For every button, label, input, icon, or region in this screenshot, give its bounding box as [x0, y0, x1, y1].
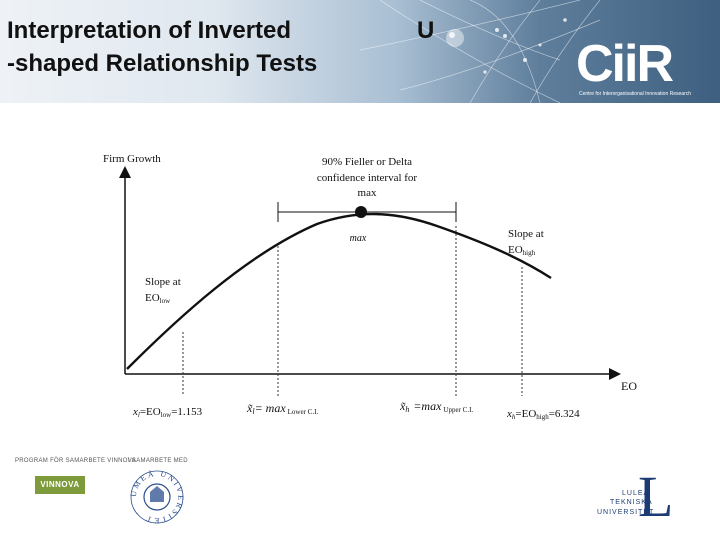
x-axis-label: EO — [621, 379, 637, 393]
inverted-u-curve — [126, 212, 552, 370]
program-label: PROGRAM FÖR SAMARBETE VINNOVA — [15, 458, 136, 464]
x-lower-ci-label: x̃l= max Lower C.I. — [246, 401, 318, 416]
ltu-logo: L LULEÅ TEKNISKA UNIVERSITET — [590, 468, 690, 528]
inverted-u-diagram: Firm Growth EO 90% Fieller or Delta conf… — [103, 153, 637, 421]
slope-high-label-1: Slope at — [508, 228, 544, 240]
x-upper-ci-label: x̃h =max Upper C.I. — [399, 399, 473, 414]
ci-label-line-3: max — [358, 187, 377, 199]
x-low-value-label: xl=EOlow=1.153 — [132, 406, 203, 419]
ciir-logo-subtitle: Centre for Interorganisational Innovatio… — [579, 91, 692, 97]
slope-high-label-2: EOhigh — [508, 244, 536, 257]
partnership-label: I SAMARBETE MED — [128, 458, 188, 464]
ciir-logo-text: CiiR — [576, 35, 674, 93]
ci-label-line-1: 90% Fieller or Delta — [322, 156, 412, 168]
slide-header: Interpretation of Inverted -shaped Relat… — [0, 0, 720, 103]
max-point — [355, 206, 367, 218]
slide-title: Interpretation of Inverted -shaped Relat… — [7, 14, 387, 80]
ltu-logo-line-2: TEKNISKA — [610, 499, 653, 506]
ciir-logo: CiiR Centre for Interorganisational Inno… — [576, 38, 716, 98]
ci-label-line-2: confidence interval for — [317, 172, 418, 184]
x-high-value-label: xh=EOhigh=6.324 — [506, 408, 580, 421]
slope-low-label-2: EOlow — [145, 292, 171, 305]
inverted-u-figure: Firm Growth EO 90% Fieller or Delta conf… — [97, 144, 643, 426]
dew-web-background — [359, 0, 601, 103]
title-line-1: Interpretation of Inverted — [7, 17, 292, 44]
title-u-letter: U — [417, 17, 435, 44]
max-label: max — [350, 233, 367, 244]
y-axis-label: Firm Growth — [103, 153, 161, 165]
ltu-logo-line-1: LULEÅ — [622, 490, 650, 497]
slope-low-label-1: Slope at — [145, 276, 181, 288]
umea-university-seal: UMEÅ UNIVERSITET — [129, 469, 184, 525]
title-line-2: -shaped Relationship Tests — [7, 50, 318, 77]
ltu-logo-letter: L — [638, 464, 674, 529]
vinnova-logo: VINNOVA — [35, 476, 85, 494]
ltu-logo-line-3: UNIVERSITET — [597, 509, 655, 516]
